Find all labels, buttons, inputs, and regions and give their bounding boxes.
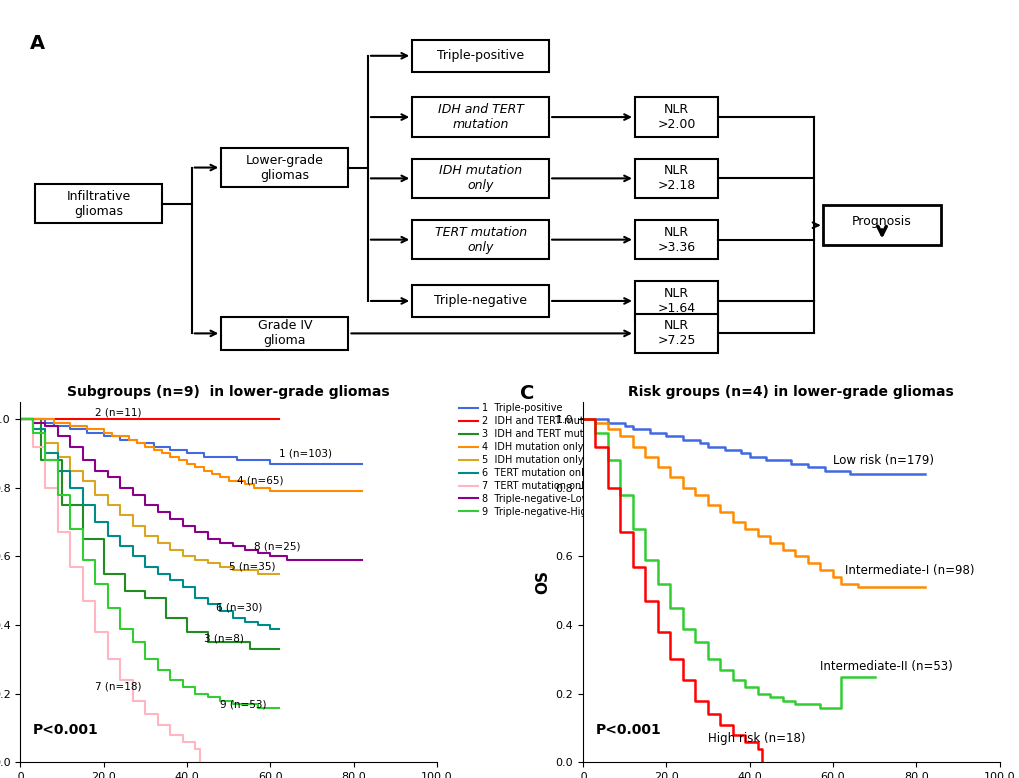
Text: NLR
>3.36: NLR >3.36 <box>657 226 695 254</box>
FancyBboxPatch shape <box>35 184 162 223</box>
Text: NLR
>1.64: NLR >1.64 <box>657 287 695 315</box>
Text: Grade IV
glioma: Grade IV glioma <box>257 320 312 348</box>
Text: NLR
>2.18: NLR >2.18 <box>656 164 695 192</box>
Text: 4 (n=65): 4 (n=65) <box>236 476 283 486</box>
Text: Prognosis: Prognosis <box>852 216 911 228</box>
Text: 6 (n=30): 6 (n=30) <box>216 603 262 613</box>
Text: P<0.001: P<0.001 <box>595 723 660 737</box>
Text: 3 (n=8): 3 (n=8) <box>204 634 244 644</box>
Text: 7 (n=18): 7 (n=18) <box>96 682 142 692</box>
Text: Triple-positive: Triple-positive <box>436 49 524 62</box>
Legend: 1  Triple-positive, 2  IDH and TERT mutation-Low NLR, 3  IDH and TERT mutation-H: 1 Triple-positive, 2 IDH and TERT mutati… <box>454 400 660 520</box>
Text: TERT mutation
only: TERT mutation only <box>434 226 526 254</box>
FancyBboxPatch shape <box>221 148 348 187</box>
Text: 1 (n=103): 1 (n=103) <box>278 448 331 458</box>
FancyBboxPatch shape <box>634 281 717 321</box>
FancyBboxPatch shape <box>412 285 548 317</box>
FancyBboxPatch shape <box>221 317 348 349</box>
Y-axis label: OS: OS <box>534 570 549 594</box>
Text: Triple-negative: Triple-negative <box>434 294 527 307</box>
Text: IDH and TERT
mutation: IDH and TERT mutation <box>437 103 523 131</box>
FancyBboxPatch shape <box>412 220 548 260</box>
Text: Low risk (n=179): Low risk (n=179) <box>833 454 933 467</box>
Text: Lower-grade
gliomas: Lower-grade gliomas <box>246 153 323 181</box>
Text: 9 (n=53): 9 (n=53) <box>220 699 267 709</box>
Title: Risk groups (n=4) in lower-grade gliomas: Risk groups (n=4) in lower-grade gliomas <box>628 385 953 399</box>
FancyBboxPatch shape <box>412 40 548 72</box>
FancyBboxPatch shape <box>634 314 717 353</box>
Title: Subgroups (n=9)  in lower-grade gliomas: Subgroups (n=9) in lower-grade gliomas <box>67 385 389 399</box>
Text: 2 (n=11): 2 (n=11) <box>96 407 142 417</box>
Text: IDH mutation
only: IDH mutation only <box>438 164 522 192</box>
Text: 8 (n=25): 8 (n=25) <box>254 541 300 551</box>
Text: Intermediate-I (n=98): Intermediate-I (n=98) <box>845 563 974 576</box>
Text: 5 (n=35): 5 (n=35) <box>228 562 275 572</box>
Text: Intermediate-II (n=53): Intermediate-II (n=53) <box>819 660 952 673</box>
Text: High risk (n=18): High risk (n=18) <box>707 732 805 745</box>
Text: A: A <box>31 34 45 53</box>
FancyBboxPatch shape <box>634 159 717 198</box>
Text: P<0.001: P<0.001 <box>33 723 99 737</box>
FancyBboxPatch shape <box>634 97 717 137</box>
Text: NLR
>7.25: NLR >7.25 <box>656 320 695 348</box>
Text: C: C <box>520 384 534 403</box>
FancyBboxPatch shape <box>412 159 548 198</box>
FancyBboxPatch shape <box>412 97 548 137</box>
Text: Infiltrative
gliomas: Infiltrative gliomas <box>66 190 130 218</box>
FancyBboxPatch shape <box>822 205 940 245</box>
FancyBboxPatch shape <box>634 220 717 260</box>
Text: NLR
>2.00: NLR >2.00 <box>656 103 695 131</box>
